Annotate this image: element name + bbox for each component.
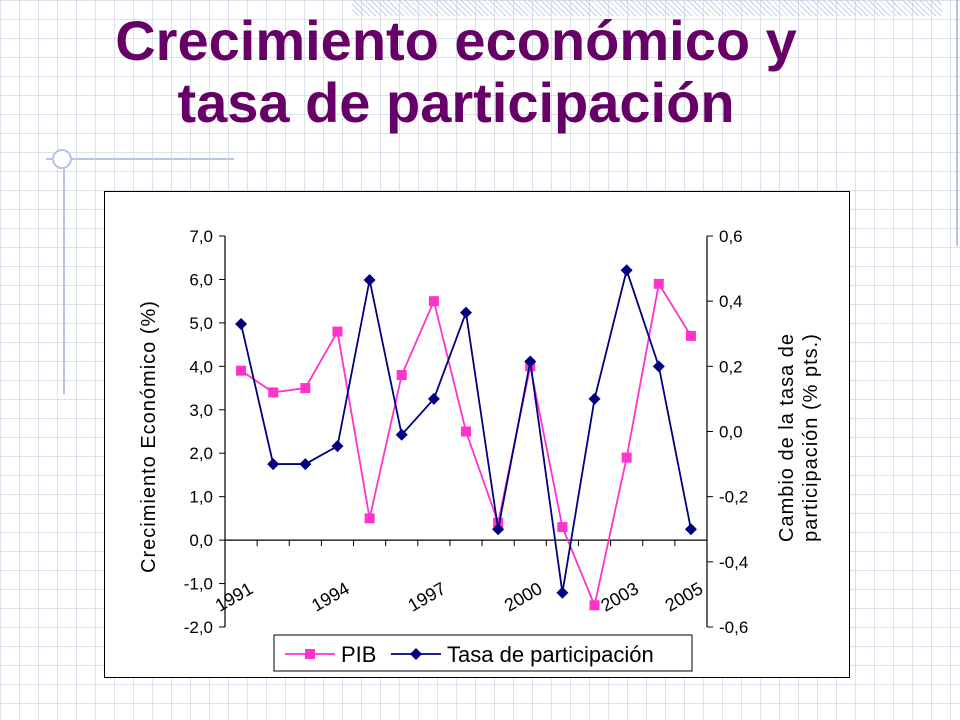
slide-title-line-2: tasa de participación [177,71,735,134]
pib-data-point [589,600,600,611]
right-y-tick-label: -0,4 [719,553,748,572]
pib-data-point [268,387,279,398]
right-y-tick-label: 0,4 [719,292,743,311]
legend-pib-marker [305,649,315,659]
legend-tasa-label: Tasa de participación [447,642,654,667]
pib-data-point [557,522,568,533]
x-tick-label: 1994 [308,578,353,615]
tasa-data-point [492,523,505,536]
right-y-tick-label: 0,0 [719,423,743,442]
tasa-data-point [299,458,312,471]
x-tick-label: 1991 [212,578,257,615]
right-y-tick-label: -0,2 [719,488,748,507]
chart-area: 7,0 6,0 5,0 4,0 3,0 2,0 1,0 0,0 -1,0 -2,0 0,6 0,4 0,… [104,191,850,678]
legend-box [273,634,693,672]
left-y-tick-label: 7,0 [189,227,213,246]
x-tick-label: 2005 [662,578,707,615]
decorative-vertical-line-left [63,158,65,394]
right-y-tick-label: 0,6 [719,227,743,246]
right-y-tick-label: -0,6 [719,618,748,637]
left-y-tick-label: 6,0 [189,270,213,289]
left-y-tick-label: 2,0 [189,444,213,463]
tasa-data-point [395,428,408,441]
tasa-data-point [620,264,633,277]
tasa-data-point [524,355,537,368]
tasa-data-point [588,392,601,405]
tasa-data-point [331,440,344,453]
pib-data-point [461,426,471,437]
decorative-circle [52,149,72,169]
series-line-pib [240,281,692,609]
tasa-data-point [235,317,248,330]
left-y-tick-label: 0,0 [189,531,213,550]
x-tick-label: 2000 [501,578,546,615]
slide-title-line-1: Crecimiento económico y [115,9,797,72]
left-y-tick-label: 4,0 [189,357,213,376]
right-y-tick-label: 0,2 [719,357,743,376]
pib-data-point [332,326,343,337]
pib-data-point [621,452,632,463]
tasa-data-point [556,586,569,599]
left-y-tick-label: -1,0 [184,575,213,594]
tasa-data-point [363,273,376,286]
pib-data-point [364,513,375,524]
pib-data-point [396,370,407,381]
tasa-data-point [652,360,665,373]
tasa-data-point [267,458,280,471]
tasa-data-point [684,523,697,536]
left-y-tick-label: 1,0 [189,488,213,507]
decorative-horizontal-line [46,158,234,160]
x-tick-label: 1997 [405,578,450,615]
x-tick-label: 2003 [597,578,642,615]
slide-title: Crecimiento económico y tasa de particip… [70,10,960,134]
legend-tasa-marker [410,648,422,660]
dual-axis-line-chart: 7,0 6,0 5,0 4,0 3,0 2,0 1,0 0,0 -1,0 -2,0 0,6 0,4 0,… [138,227,822,672]
pib-data-point [300,383,311,394]
decorative-vertical-line-right [956,0,958,246]
tasa-data-point [427,392,440,405]
right-axis-title-line-2: participación (% pts.) [800,333,822,542]
pib-data-point [236,365,247,376]
pib-data-point [493,517,504,528]
decorative-hatch-band [352,0,942,16]
left-y-tick-label: 5,0 [189,314,213,333]
pib-data-point [428,296,439,307]
left-axis-title: Crecimiento Económico (%) [138,300,160,573]
pib-data-point [685,330,696,341]
left-y-tick-label: 3,0 [189,401,213,420]
tasa-data-point [460,306,472,319]
left-y-tick-label: -2,0 [184,618,213,637]
pib-data-point [653,278,664,289]
right-axis-title-line-1: Cambio de la tasa de [776,333,798,542]
legend-pib-label: PIB [341,642,376,667]
